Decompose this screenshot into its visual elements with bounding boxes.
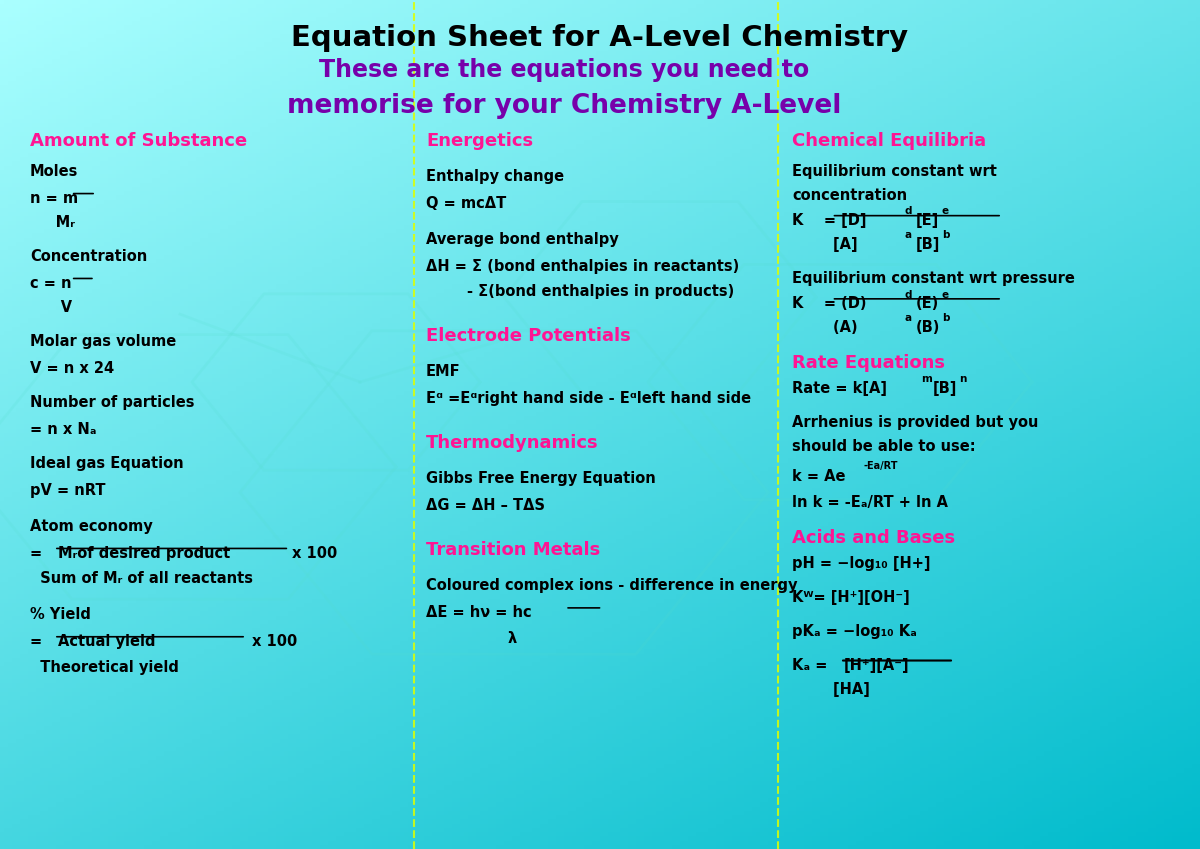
- Text: (E): (E): [916, 296, 938, 312]
- Text: K    = (D): K = (D): [792, 296, 866, 312]
- Text: x 100: x 100: [252, 634, 298, 649]
- Text: Moles: Moles: [30, 164, 78, 179]
- Text: % Yield: % Yield: [30, 607, 91, 622]
- Text: V = n x 24: V = n x 24: [30, 361, 114, 376]
- Text: Equilibrium constant wrt: Equilibrium constant wrt: [792, 164, 997, 179]
- Text: m: m: [922, 374, 932, 385]
- Text: b: b: [942, 313, 949, 323]
- Text: e: e: [942, 206, 949, 216]
- Text: pV = nRT: pV = nRT: [30, 483, 106, 498]
- Text: d: d: [905, 206, 912, 216]
- Text: [A]: [A]: [792, 237, 858, 252]
- Text: Rate Equations: Rate Equations: [792, 354, 946, 372]
- Text: n = m: n = m: [30, 191, 78, 206]
- Text: Acids and Bases: Acids and Bases: [792, 529, 955, 547]
- Text: =: =: [30, 546, 47, 561]
- Text: Ideal gas Equation: Ideal gas Equation: [30, 456, 184, 471]
- Text: Number of particles: Number of particles: [30, 395, 194, 410]
- Text: d: d: [905, 290, 912, 300]
- Text: should be able to use:: should be able to use:: [792, 439, 976, 454]
- Text: - Σ(bond enthalpies in products): - Σ(bond enthalpies in products): [426, 284, 734, 300]
- Text: Arrhenius is provided but you: Arrhenius is provided but you: [792, 415, 1038, 430]
- Text: V: V: [30, 300, 72, 315]
- Text: Coloured complex ions - difference in energy: Coloured complex ions - difference in en…: [426, 578, 798, 593]
- Text: pKₐ = −log₁₀ Kₐ: pKₐ = −log₁₀ Kₐ: [792, 624, 917, 639]
- Text: [HA]: [HA]: [792, 682, 870, 697]
- Text: Rate = k[A]: Rate = k[A]: [792, 381, 887, 396]
- Text: -Ea/RT: -Ea/RT: [864, 461, 899, 471]
- Text: x 100: x 100: [292, 546, 337, 561]
- Text: (B): (B): [916, 320, 940, 335]
- Text: pH = −log₁₀ [H+]: pH = −log₁₀ [H+]: [792, 556, 930, 571]
- Text: Enthalpy change: Enthalpy change: [426, 169, 564, 184]
- Text: λ: λ: [426, 631, 517, 646]
- Text: Gibbs Free Energy Equation: Gibbs Free Energy Equation: [426, 471, 655, 486]
- Text: Theoretical yield: Theoretical yield: [30, 660, 179, 675]
- Text: Equilibrium constant wrt pressure: Equilibrium constant wrt pressure: [792, 271, 1075, 286]
- Text: b: b: [942, 230, 949, 240]
- Text: concentration: concentration: [792, 188, 907, 203]
- Text: Energetics: Energetics: [426, 132, 533, 149]
- Text: Electrode Potentials: Electrode Potentials: [426, 327, 631, 345]
- Text: Equation Sheet for A-Level Chemistry: Equation Sheet for A-Level Chemistry: [292, 24, 908, 52]
- Text: K    = [D]: K = [D]: [792, 213, 866, 228]
- Text: Actual yield: Actual yield: [58, 634, 155, 649]
- Text: Molar gas volume: Molar gas volume: [30, 334, 176, 349]
- Text: [E]: [E]: [916, 213, 938, 228]
- Text: Atom economy: Atom economy: [30, 519, 152, 534]
- Text: Eᵅ =Eᵅright hand side - Eᵅleft hand side: Eᵅ =Eᵅright hand side - Eᵅleft hand side: [426, 391, 751, 407]
- Text: ln k = -Eₐ/RT + ln A: ln k = -Eₐ/RT + ln A: [792, 495, 948, 510]
- Text: ΔH = Σ (bond enthalpies in reactants): ΔH = Σ (bond enthalpies in reactants): [426, 259, 739, 274]
- Text: [H⁺][A⁻]: [H⁺][A⁻]: [844, 658, 910, 673]
- Text: Thermodynamics: Thermodynamics: [426, 434, 599, 452]
- Text: a: a: [905, 230, 912, 240]
- Text: =: =: [30, 634, 47, 649]
- Text: EMF: EMF: [426, 364, 461, 380]
- Text: Sum of Mᵣ of all reactants: Sum of Mᵣ of all reactants: [30, 571, 253, 587]
- Text: (A): (A): [792, 320, 858, 335]
- Text: Kₐ =: Kₐ =: [792, 658, 833, 673]
- Text: Mᵣ: Mᵣ: [30, 215, 74, 230]
- Text: a: a: [905, 313, 912, 323]
- Text: n: n: [959, 374, 966, 385]
- Text: = n x Nₐ: = n x Nₐ: [30, 422, 96, 437]
- Text: k = Ae: k = Ae: [792, 469, 846, 485]
- Text: Amount of Substance: Amount of Substance: [30, 132, 247, 149]
- Text: Chemical Equilibria: Chemical Equilibria: [792, 132, 986, 149]
- Text: Average bond enthalpy: Average bond enthalpy: [426, 232, 619, 247]
- Text: These are the equations you need to: These are the equations you need to: [319, 58, 809, 82]
- Text: [B]: [B]: [932, 381, 956, 396]
- Text: memorise for your Chemistry A-Level: memorise for your Chemistry A-Level: [287, 93, 841, 120]
- Text: Mᵣof desired product: Mᵣof desired product: [58, 546, 230, 561]
- Text: Kᵂ= [H⁺][OH⁻]: Kᵂ= [H⁺][OH⁻]: [792, 590, 910, 605]
- Text: c = n: c = n: [30, 276, 72, 291]
- Text: Concentration: Concentration: [30, 249, 148, 264]
- Text: ΔE = hν = hc: ΔE = hν = hc: [426, 605, 532, 621]
- Text: Transition Metals: Transition Metals: [426, 541, 600, 559]
- Text: e: e: [942, 290, 949, 300]
- Text: ΔG = ΔH – TΔS: ΔG = ΔH – TΔS: [426, 498, 545, 514]
- Text: Q = mcΔT: Q = mcΔT: [426, 196, 506, 211]
- Text: [B]: [B]: [916, 237, 940, 252]
